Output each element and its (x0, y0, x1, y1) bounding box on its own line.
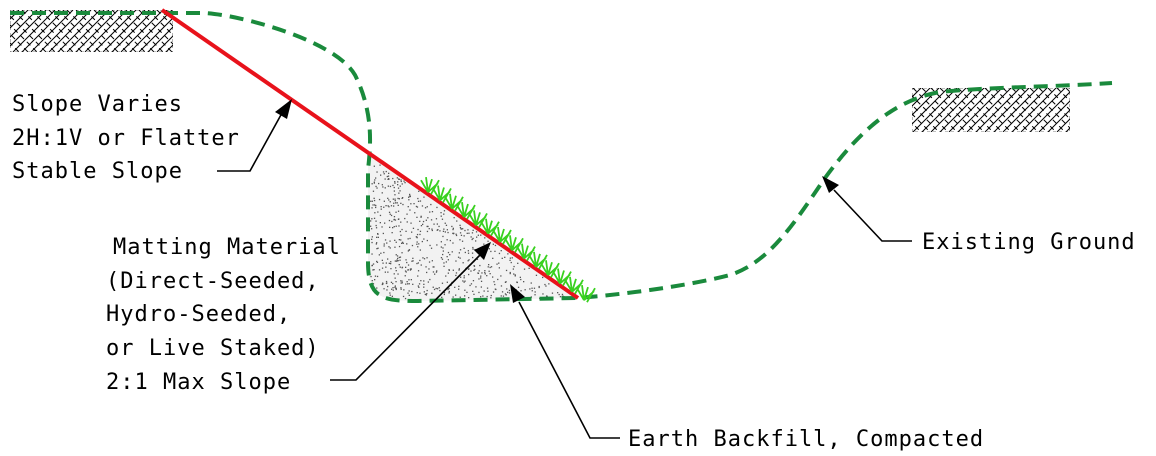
backfill-speckle-pattern (370, 164, 572, 300)
undisturbed-soil-hatch-icon (10, 10, 173, 52)
leader-existing-ground (822, 176, 912, 242)
label-existing-ground: Existing Ground (922, 230, 1136, 255)
leader-matting-material (330, 242, 491, 381)
matting-line-5: 2:1 Max Slope (106, 370, 291, 395)
slope-varies-line-2: 2H:1V or Flatter (12, 126, 240, 151)
leader-earth-backfill (510, 284, 620, 439)
matting-line-4: or Live Staked) (106, 336, 320, 361)
label-earth-backfill: Earth Backfill, Compacted (628, 427, 984, 452)
slope-varies-line-1: Slope Varies (12, 92, 183, 117)
matting-line-1: Matting Material (113, 235, 341, 260)
slope-varies-line-3: Stable Slope (12, 159, 183, 184)
matting-line-2: (Direct-Seeded, (106, 269, 320, 294)
existing-ground-line (10, 11, 1113, 304)
label-slope-varies: Slope Varies 2H:1V or Flatter Stable Slo… (12, 92, 240, 184)
label-matting-material: Matting Material (Direct-Seeded, Hydro-S… (106, 235, 341, 395)
stable-slope-line (160, 8, 580, 300)
leader-slope-varies (217, 99, 292, 172)
grass-tuft-icon (420, 177, 596, 303)
matting-line-3: Hydro-Seeded, (106, 302, 291, 327)
undisturbed-soil-hatch-icon (912, 88, 1070, 132)
